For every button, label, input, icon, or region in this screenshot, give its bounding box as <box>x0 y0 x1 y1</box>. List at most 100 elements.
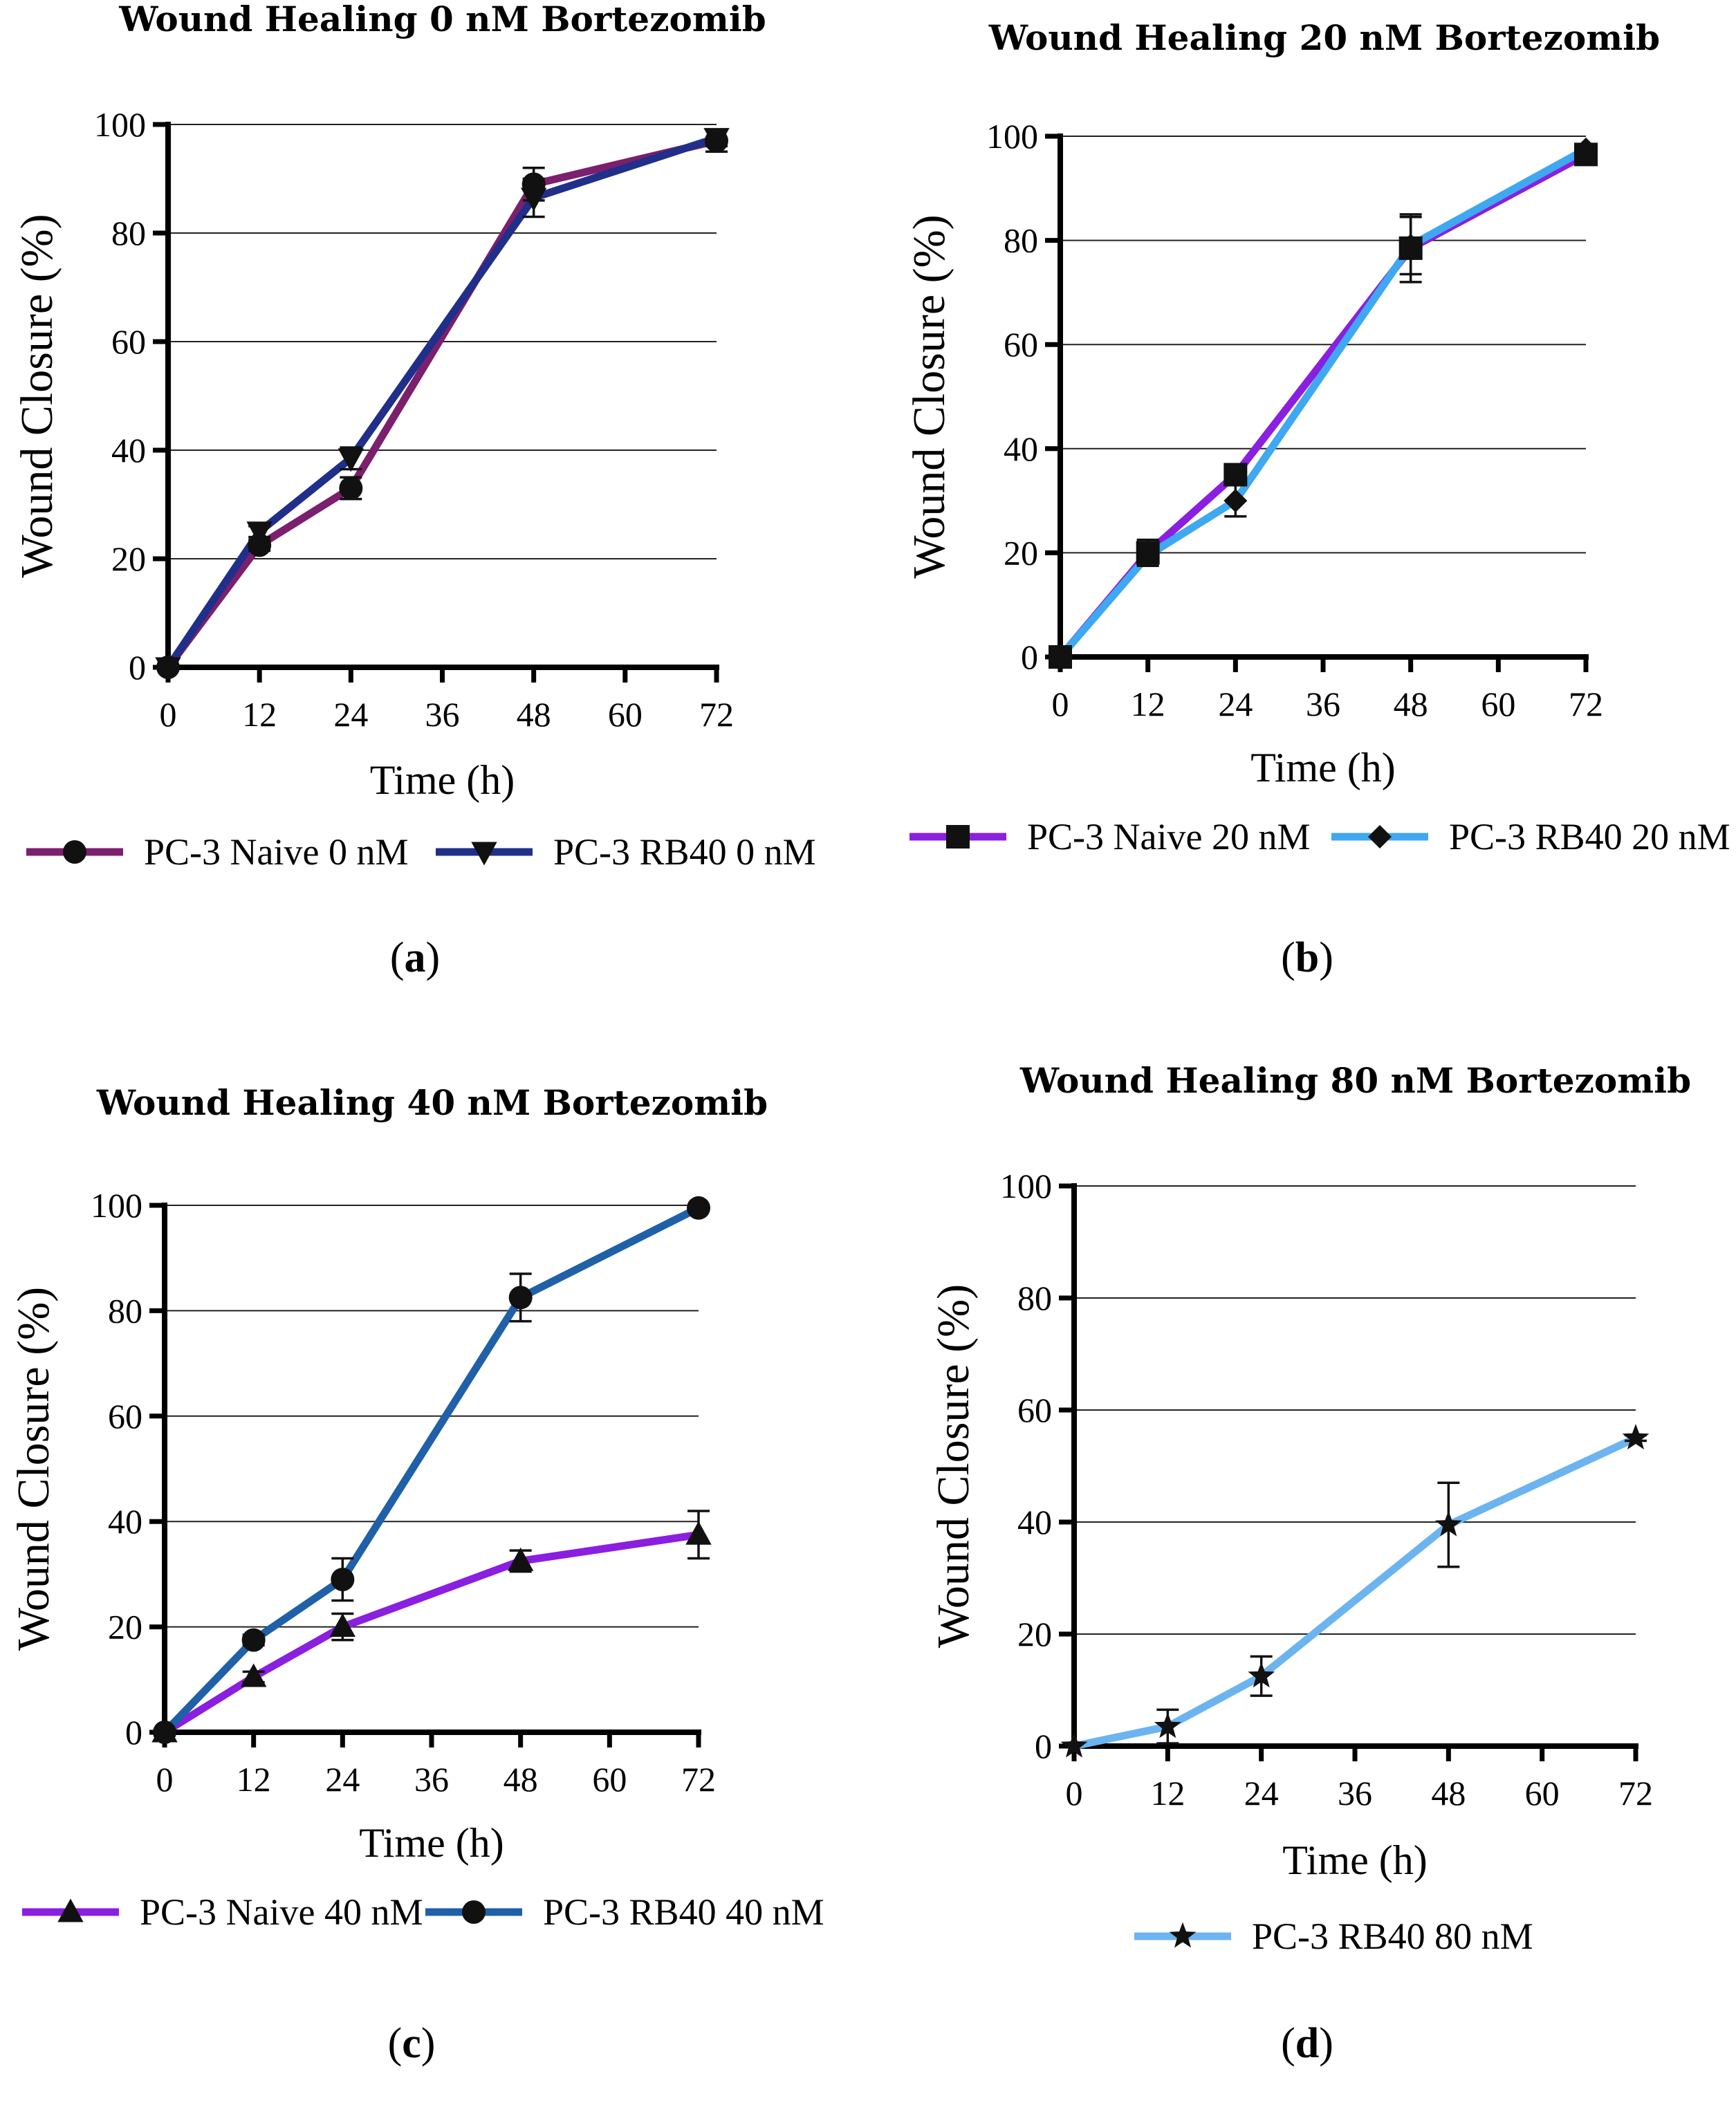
panel-a-series-1-point <box>248 533 272 557</box>
panel-a-x-tick-label: 48 <box>517 695 551 734</box>
panel-c-legend-label-1: PC-3 Naive 40 nM <box>140 1891 423 1933</box>
panel-a-legend-marker-1 <box>63 840 86 864</box>
panel-c-y-tick-label: 100 <box>91 1186 142 1225</box>
panel-b-series-2-point <box>1223 489 1248 513</box>
panel-c-series-2-point <box>241 1628 266 1652</box>
panel-b-series-2-point <box>1136 544 1160 568</box>
panel-d-x-tick-label: 12 <box>1150 1774 1185 1812</box>
panel-d-y-tick-label: 100 <box>1000 1167 1052 1205</box>
panel-c-series-1-point <box>507 1547 534 1571</box>
panel-a-x-tick-label: 60 <box>608 695 643 734</box>
panel-c-series-2-point <box>331 1568 355 1592</box>
panel-b-legend-label-1: PC-3 Naive 20 nM <box>1027 816 1310 857</box>
panel-c-x-tick-label: 48 <box>504 1760 538 1799</box>
panel-d-y-tick-label: 80 <box>1017 1279 1052 1317</box>
panel-d-panel-label: (d) <box>1281 2020 1333 2067</box>
panel-d-series-1-point <box>1622 1424 1650 1449</box>
panel-b-series-2-point <box>1574 137 1598 161</box>
panel-b-series-1-point <box>1223 463 1248 487</box>
panel-d-series-1-point <box>1248 1662 1275 1688</box>
panel-c-x-tick-label: 12 <box>237 1760 271 1799</box>
panel-a-x-tick-label: 12 <box>242 695 277 734</box>
panel-a-series-2-point <box>246 521 273 546</box>
panel-a-series-2-point <box>155 657 181 681</box>
panel-c-panel-label: (c) <box>388 2020 436 2067</box>
panel-c-y-tick-label: 60 <box>108 1397 142 1436</box>
panel-c-series-1-point <box>685 1521 712 1545</box>
panel-a-y-tick-label: 60 <box>111 322 146 361</box>
panel-a-x-tick-label: 72 <box>699 695 734 734</box>
panel-c-y-tick-label: 40 <box>108 1502 142 1541</box>
panel-b-x-tick-label: 72 <box>1569 685 1603 723</box>
panel-a-series-2-point <box>520 187 547 212</box>
panel-d-chart-title: Wound Healing 80 nM Bortezomib <box>1019 1060 1691 1101</box>
panel-c-x-tick-label: 60 <box>592 1760 627 1799</box>
panel-d-x-tick-label: 60 <box>1525 1774 1560 1812</box>
panel-d-y-tick-label: 40 <box>1017 1503 1052 1541</box>
panel-b-series-2-point <box>1398 234 1423 258</box>
panel-d-x-tick-label: 48 <box>1431 1774 1466 1812</box>
panel-d-x-tick-label: 0 <box>1066 1774 1083 1812</box>
panel-b-y-tick-label: 0 <box>1021 638 1038 676</box>
panel-d-legend-marker-1 <box>1169 1922 1197 1948</box>
panel-c-legend-marker-1 <box>57 1898 84 1922</box>
panel-d-y-tick-label: 20 <box>1017 1615 1052 1653</box>
panel-c-legend-label-2: PC-3 RB40 40 nM <box>543 1891 824 1933</box>
panel-c-series-2-point <box>508 1286 533 1310</box>
panel-c-y-axis-label: Wound Closure (%) <box>8 1287 59 1651</box>
panel-d-y-tick-label: 60 <box>1017 1391 1052 1429</box>
panel-c-series-2-point <box>153 1721 176 1744</box>
panel-b-y-tick-label: 40 <box>1004 429 1038 468</box>
panel-c-y-tick-label: 80 <box>108 1291 142 1330</box>
panel-a-legend-label-1: PC-3 Naive 0 nM <box>144 831 408 873</box>
panel-a-chart-title: Wound Healing 0 nM Bortezomib <box>118 0 766 39</box>
panel-a-x-axis-label: Time (h) <box>370 757 515 803</box>
panel-b-series-2-point <box>1049 645 1072 669</box>
panel-b-y-tick-label: 60 <box>1004 325 1038 364</box>
panel-a-y-tick-label: 100 <box>94 105 146 144</box>
panel-d-series-1-point <box>1060 1732 1088 1758</box>
panel-c-series-1-point <box>329 1613 356 1638</box>
panel-d-series-1-point <box>1434 1510 1462 1537</box>
panel-b-x-tick-label: 12 <box>1131 685 1165 723</box>
panel-b-panel-label: (b) <box>1281 934 1333 981</box>
panel-d-x-tick-label: 24 <box>1244 1774 1279 1812</box>
panel-d-x-axis-label: Time (h) <box>1282 1837 1427 1883</box>
panel-a-series-2-point <box>338 448 364 472</box>
panel-d-x-tick-label: 72 <box>1618 1774 1653 1812</box>
panel-a-y-tick-label: 80 <box>111 214 146 252</box>
panel-b-y-axis-label: Wound Closure (%) <box>904 214 954 578</box>
panel-b-legend-label-2: PC-3 RB40 20 nM <box>1449 816 1730 857</box>
panel-b-x-tick-label: 60 <box>1481 685 1515 723</box>
panel-b-chart-title: Wound Healing 20 nM Bortezomib <box>988 17 1660 58</box>
panel-b-x-tick-label: 48 <box>1394 685 1428 723</box>
panel-c-x-tick-label: 72 <box>681 1760 716 1799</box>
panel-d-y-axis-label: Wound Closure (%) <box>928 1284 979 1648</box>
panel-c-chart-title: Wound Healing 40 nM Bortezomib <box>96 1082 768 1123</box>
panel-b-series-line-1 <box>1056 150 1590 661</box>
panel-b-y-tick-label: 80 <box>1004 221 1038 260</box>
panel-d-series-line-1 <box>1070 1434 1640 1750</box>
panel-c-legend-marker-2 <box>462 1900 486 1924</box>
panel-a-series-1-point <box>339 476 363 500</box>
panel-a-x-tick-label: 36 <box>425 695 460 734</box>
panel-c-y-tick-label: 20 <box>108 1608 142 1647</box>
panel-b-y-tick-label: 100 <box>986 117 1038 156</box>
panel-c-x-tick-label: 36 <box>414 1760 449 1799</box>
panel-a-series-line-1 <box>164 137 721 671</box>
panel-b-x-axis-label: Time (h) <box>1250 745 1395 790</box>
panel-a-series-2-point <box>703 128 730 152</box>
panel-b-legend-marker-2 <box>1368 825 1392 849</box>
panel-c-series-1-point <box>240 1663 267 1687</box>
panel-b-series-line-2 <box>1056 145 1590 661</box>
panel-d-y-tick-label: 0 <box>1035 1727 1052 1765</box>
panel-a-panel-label: (a) <box>390 934 440 981</box>
panel-a-y-tick-label: 20 <box>111 539 146 578</box>
panel-b-y-tick-label: 20 <box>1004 533 1038 572</box>
panel-c-x-tick-label: 0 <box>156 1760 174 1799</box>
panel-c-x-tick-label: 24 <box>325 1760 360 1799</box>
panel-a-x-tick-label: 0 <box>160 695 177 734</box>
panel-c-series-line-2 <box>160 1204 703 1736</box>
